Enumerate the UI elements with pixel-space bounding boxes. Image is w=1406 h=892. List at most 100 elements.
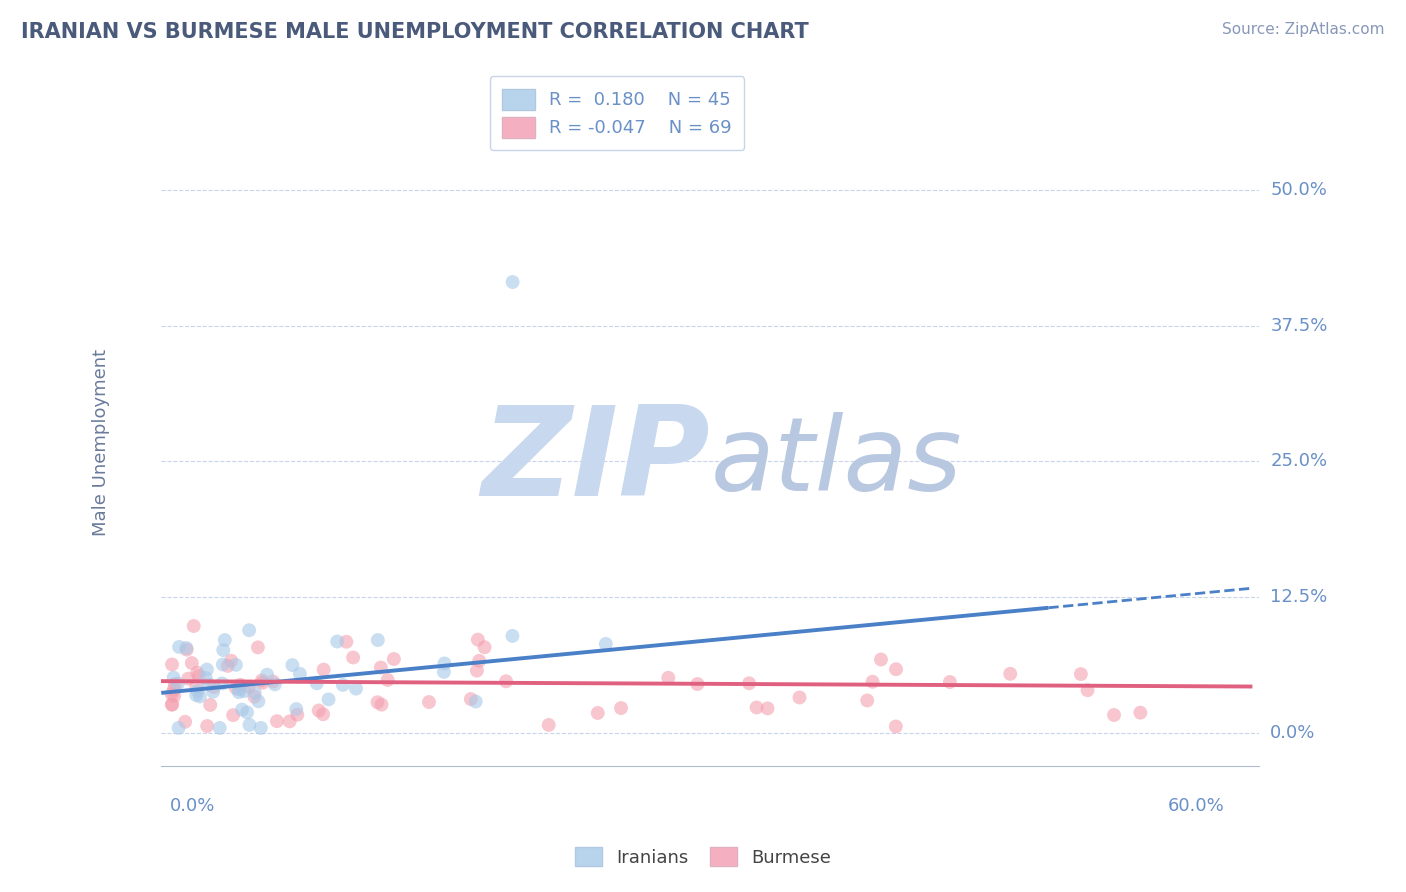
Point bbox=[756, 701, 779, 715]
Point bbox=[344, 681, 367, 696]
Point bbox=[856, 693, 879, 707]
Point bbox=[194, 671, 217, 685]
Point bbox=[247, 694, 270, 708]
Point bbox=[166, 676, 188, 690]
Point bbox=[186, 688, 208, 702]
Point bbox=[162, 698, 184, 712]
Point bbox=[870, 652, 893, 666]
Point bbox=[250, 721, 273, 735]
Point bbox=[1000, 666, 1022, 681]
Point bbox=[180, 656, 202, 670]
Point bbox=[160, 657, 183, 672]
Legend: R =  0.180    N = 45, R = -0.047    N = 69: R = 0.180 N = 45, R = -0.047 N = 69 bbox=[489, 76, 744, 151]
Point bbox=[176, 642, 198, 657]
Point bbox=[862, 674, 884, 689]
Point bbox=[281, 658, 304, 673]
Point bbox=[305, 676, 328, 690]
Text: Source: ZipAtlas.com: Source: ZipAtlas.com bbox=[1222, 22, 1385, 37]
Point bbox=[367, 633, 389, 648]
Text: Male Unemployment: Male Unemployment bbox=[91, 349, 110, 536]
Point bbox=[377, 673, 399, 687]
Point bbox=[186, 684, 208, 698]
Point bbox=[318, 692, 340, 706]
Text: 60.0%: 60.0% bbox=[1167, 797, 1225, 814]
Point bbox=[686, 677, 709, 691]
Text: atlas: atlas bbox=[710, 412, 962, 512]
Point bbox=[238, 718, 260, 732]
Legend: Iranians, Burmese: Iranians, Burmese bbox=[568, 840, 838, 874]
Text: 37.5%: 37.5% bbox=[1271, 317, 1327, 334]
Point bbox=[745, 700, 768, 714]
Point bbox=[595, 637, 617, 651]
Point bbox=[202, 685, 225, 699]
Point bbox=[243, 690, 266, 704]
Point bbox=[308, 704, 330, 718]
Point bbox=[243, 686, 266, 700]
Point bbox=[160, 687, 183, 701]
Point bbox=[256, 667, 278, 681]
Point bbox=[342, 650, 364, 665]
Point bbox=[202, 680, 225, 694]
Point bbox=[326, 634, 349, 648]
Point bbox=[738, 676, 761, 690]
Point bbox=[188, 690, 211, 704]
Point bbox=[167, 640, 190, 654]
Point bbox=[225, 681, 247, 695]
Point bbox=[502, 275, 524, 289]
Point bbox=[464, 694, 486, 708]
Point bbox=[537, 718, 560, 732]
Point bbox=[167, 721, 190, 735]
Point bbox=[312, 707, 335, 722]
Text: IRANIAN VS BURMESE MALE UNEMPLOYMENT CORRELATION CHART: IRANIAN VS BURMESE MALE UNEMPLOYMENT COR… bbox=[21, 22, 808, 42]
Point bbox=[231, 703, 253, 717]
Text: 0.0%: 0.0% bbox=[1271, 724, 1316, 742]
Point bbox=[163, 689, 186, 703]
Point bbox=[460, 692, 482, 706]
Point bbox=[312, 663, 335, 677]
Point bbox=[335, 634, 357, 648]
Text: 0.0%: 0.0% bbox=[170, 797, 215, 814]
Point bbox=[250, 673, 273, 688]
Point bbox=[610, 701, 633, 715]
Point bbox=[1129, 706, 1152, 720]
Point bbox=[238, 624, 260, 638]
Point bbox=[195, 663, 218, 677]
Point bbox=[501, 629, 523, 643]
Point bbox=[418, 695, 440, 709]
Point bbox=[211, 676, 233, 690]
Point bbox=[233, 684, 256, 698]
Point bbox=[474, 640, 496, 655]
Point bbox=[177, 672, 200, 686]
Point bbox=[200, 698, 222, 712]
Point bbox=[370, 660, 392, 674]
Point bbox=[176, 640, 198, 655]
Point bbox=[252, 675, 274, 690]
Point bbox=[217, 659, 239, 673]
Point bbox=[586, 706, 609, 720]
Point bbox=[939, 675, 962, 690]
Text: 50.0%: 50.0% bbox=[1271, 180, 1327, 199]
Point bbox=[1070, 667, 1092, 681]
Point bbox=[187, 669, 209, 683]
Point bbox=[285, 707, 308, 722]
Point bbox=[174, 714, 197, 729]
Point bbox=[266, 714, 288, 729]
Point bbox=[222, 708, 245, 723]
Point bbox=[1076, 683, 1098, 698]
Point bbox=[212, 643, 235, 657]
Point bbox=[160, 698, 183, 712]
Text: ZIP: ZIP bbox=[481, 401, 710, 523]
Point bbox=[495, 674, 517, 689]
Point bbox=[468, 654, 491, 668]
Point bbox=[208, 721, 231, 735]
Point bbox=[186, 679, 208, 693]
Point bbox=[433, 665, 456, 679]
Point bbox=[1102, 708, 1125, 723]
Point bbox=[162, 671, 184, 685]
Point bbox=[263, 677, 285, 691]
Point bbox=[332, 678, 354, 692]
Point bbox=[465, 664, 488, 678]
Point bbox=[225, 657, 247, 672]
Point bbox=[789, 690, 811, 705]
Point bbox=[246, 640, 269, 655]
